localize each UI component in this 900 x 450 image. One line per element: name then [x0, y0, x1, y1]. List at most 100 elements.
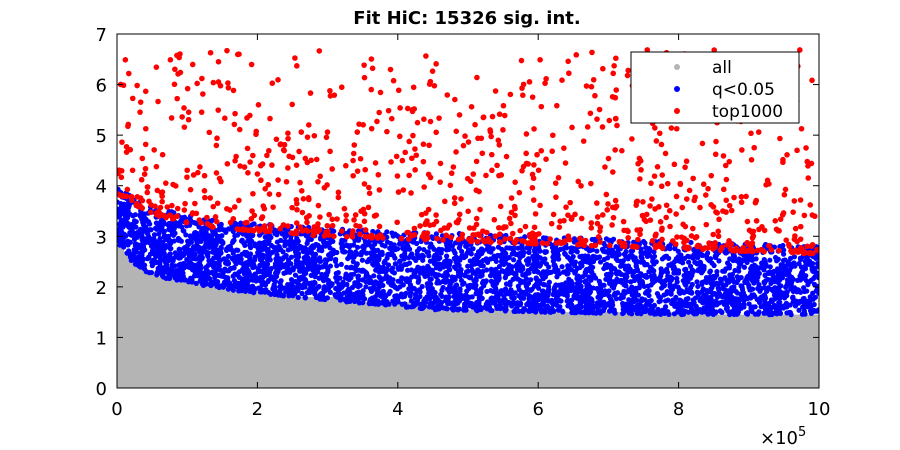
- series-q-point: [545, 298, 551, 304]
- series-all-point: [594, 332, 599, 338]
- series-q-point: [367, 250, 374, 256]
- series-q-point: [546, 279, 552, 285]
- series-q-point: [182, 277, 189, 283]
- series-q-point: [459, 253, 465, 259]
- series-q-point: [506, 262, 512, 268]
- series-q-point: [761, 295, 768, 301]
- series-q-point: [757, 296, 763, 303]
- series-all-point: [161, 290, 166, 296]
- series-q-point: [472, 280, 478, 286]
- series-q-point: [687, 301, 693, 307]
- series-q-point: [427, 258, 433, 264]
- series-q-point: [778, 262, 784, 268]
- series-top1000-point: [324, 222, 331, 229]
- series-top1000-point: [384, 128, 390, 135]
- series-all-point: [285, 321, 291, 326]
- series-q-point: [628, 279, 634, 285]
- series-all-point: [322, 379, 327, 384]
- series-q-point: [542, 282, 548, 288]
- series-q-point: [397, 258, 403, 264]
- series-q-point: [249, 286, 255, 292]
- series-q-point: [537, 262, 543, 269]
- series-all-point: [251, 369, 256, 374]
- series-q-point: [770, 269, 776, 275]
- series-top1000-point: [285, 165, 291, 171]
- series-all-point: [571, 314, 576, 319]
- series-q-point: [707, 256, 714, 262]
- series-q-point: [613, 296, 620, 302]
- series-all-point: [773, 339, 779, 345]
- series-q-point: [746, 301, 752, 307]
- series-all-point: [704, 341, 710, 346]
- series-q-point: [688, 289, 695, 295]
- series-q-point: [490, 255, 496, 261]
- series-q-point: [331, 228, 337, 234]
- series-q-point: [711, 262, 717, 269]
- series-q-point: [303, 270, 309, 276]
- series-q-point: [463, 298, 470, 304]
- series-q-point: [777, 303, 784, 309]
- series-all-point: [144, 287, 150, 292]
- series-q-point: [288, 282, 294, 288]
- series-all-point: [536, 374, 541, 379]
- series-all-point: [375, 357, 381, 363]
- series-q-point: [514, 300, 521, 306]
- series-q-point: [421, 246, 427, 253]
- series-top1000-point: [404, 105, 411, 112]
- series-all-point: [117, 319, 120, 324]
- series-top1000-point: [305, 122, 312, 128]
- series-q-point: [783, 271, 789, 277]
- series-all-point: [395, 348, 401, 354]
- series-all-point: [443, 331, 448, 337]
- series-q-point: [262, 245, 268, 251]
- series-all-point: [520, 351, 525, 356]
- series-q-point: [815, 275, 819, 281]
- series-q-point: [648, 273, 654, 279]
- series-q-point: [602, 243, 608, 249]
- series-q-point: [600, 307, 607, 313]
- series-q-point: [449, 305, 455, 312]
- series-q-point: [675, 268, 682, 274]
- series-q-point: [214, 283, 220, 289]
- series-q-point: [501, 293, 507, 299]
- series-q-point: [720, 268, 726, 274]
- series-q-point: [724, 249, 730, 255]
- series-q-point: [309, 264, 315, 270]
- series-q-point: [215, 253, 221, 259]
- series-q-point: [519, 264, 525, 270]
- series-top1000-point: [377, 89, 384, 96]
- series-q-point: [683, 282, 689, 288]
- series-top1000-point: [338, 228, 345, 234]
- series-top1000-point: [215, 107, 222, 113]
- series-q-point: [639, 272, 645, 278]
- series-q-point: [292, 272, 299, 278]
- series-q-point: [400, 244, 406, 250]
- series-q-point: [288, 287, 294, 293]
- series-q-point: [584, 266, 590, 273]
- series-all-point: [282, 320, 287, 325]
- series-q-point: [263, 267, 269, 274]
- series-q-point: [711, 281, 717, 287]
- series-top1000-point: [708, 201, 714, 208]
- series-all-point: [515, 375, 521, 381]
- series-q-point: [656, 277, 662, 283]
- series-top1000-point: [748, 157, 755, 163]
- series-q-point: [183, 232, 189, 238]
- series-top1000-point: [637, 231, 643, 238]
- series-q-point: [505, 290, 511, 296]
- series-top1000-point: [125, 70, 132, 77]
- series-q-point: [209, 269, 215, 275]
- series-top1000-point: [473, 215, 480, 222]
- series-q-point: [707, 274, 713, 280]
- series-q-point: [658, 266, 664, 272]
- series-q-point: [571, 308, 578, 314]
- series-q-point: [354, 244, 361, 250]
- series-q-point: [642, 240, 648, 246]
- series-q-point: [511, 245, 517, 251]
- series-q-point: [171, 238, 177, 244]
- series-q-point: [749, 263, 755, 269]
- series-q-point: [536, 247, 542, 253]
- series-q-point: [364, 259, 370, 265]
- series-all-point: [415, 316, 420, 321]
- series-q-point: [568, 278, 574, 284]
